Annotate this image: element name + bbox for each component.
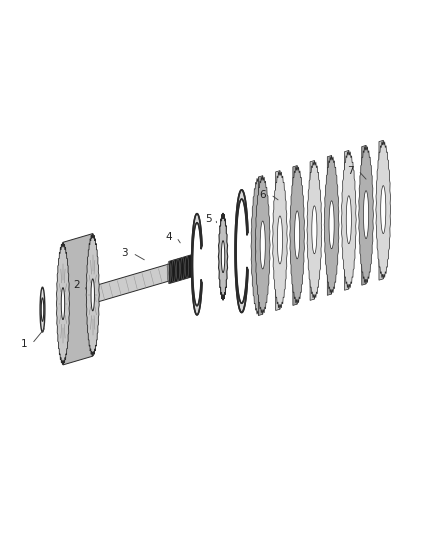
Ellipse shape	[312, 206, 317, 254]
Polygon shape	[235, 190, 248, 312]
Text: 4: 4	[165, 232, 172, 242]
Text: 2: 2	[73, 280, 80, 290]
Text: 5: 5	[205, 214, 212, 223]
Polygon shape	[255, 176, 270, 314]
Polygon shape	[327, 156, 332, 295]
Polygon shape	[93, 257, 191, 303]
Ellipse shape	[346, 196, 351, 244]
Polygon shape	[258, 176, 263, 316]
Polygon shape	[307, 160, 322, 299]
Polygon shape	[272, 171, 287, 309]
Ellipse shape	[277, 216, 283, 264]
Polygon shape	[376, 140, 391, 279]
Polygon shape	[293, 166, 297, 305]
Polygon shape	[341, 150, 356, 289]
Ellipse shape	[91, 279, 95, 311]
Ellipse shape	[364, 191, 369, 239]
Ellipse shape	[221, 240, 225, 272]
Polygon shape	[169, 255, 191, 284]
Ellipse shape	[61, 288, 65, 320]
Polygon shape	[310, 160, 314, 301]
Ellipse shape	[40, 287, 45, 332]
Text: 3: 3	[121, 248, 128, 258]
Polygon shape	[362, 146, 366, 285]
Ellipse shape	[41, 298, 44, 321]
Polygon shape	[86, 234, 99, 356]
Text: 1: 1	[21, 339, 28, 349]
Polygon shape	[57, 243, 70, 365]
Text: 7: 7	[347, 166, 354, 175]
Polygon shape	[219, 213, 228, 300]
Text: 6: 6	[259, 190, 266, 199]
Ellipse shape	[381, 185, 386, 233]
Polygon shape	[276, 171, 280, 311]
Polygon shape	[379, 140, 383, 280]
Ellipse shape	[329, 201, 334, 249]
Polygon shape	[345, 150, 349, 290]
Polygon shape	[191, 214, 202, 315]
Polygon shape	[251, 177, 266, 316]
Polygon shape	[324, 156, 339, 294]
Ellipse shape	[256, 222, 261, 270]
Polygon shape	[290, 166, 304, 304]
Ellipse shape	[295, 211, 300, 259]
Ellipse shape	[260, 221, 265, 269]
Polygon shape	[359, 146, 374, 284]
Polygon shape	[63, 233, 93, 365]
